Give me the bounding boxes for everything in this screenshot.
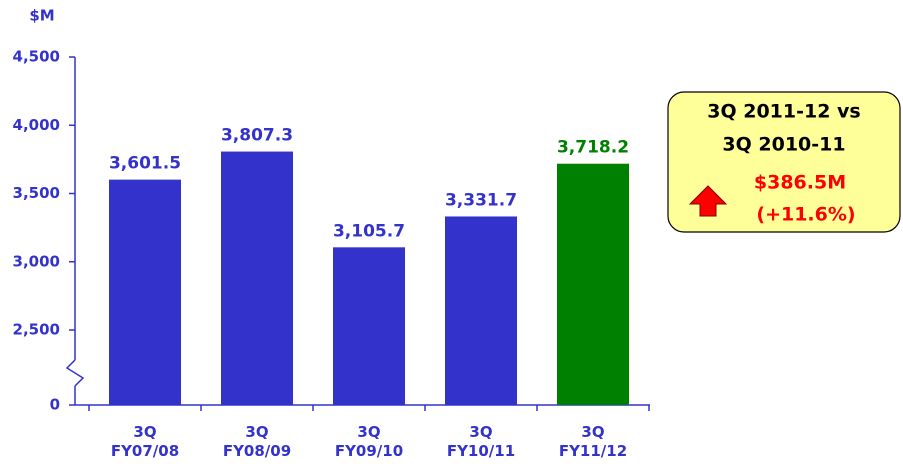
value-label: 3,601.5 [109, 154, 181, 174]
value-label: 3,331.7 [445, 190, 517, 210]
bar [109, 179, 181, 405]
annotation-change: $386.5M [754, 172, 846, 194]
y-tick-label: 3,000 [13, 252, 60, 270]
y-tick-label: 4,000 [13, 116, 60, 134]
annotation-change-pct: (+11.6%) [756, 204, 855, 226]
annotation-line: 3Q 2011-12 vs [707, 101, 861, 123]
y-tick-label: 0 [50, 396, 60, 414]
bar [557, 163, 629, 405]
x-tick-label: 3Q FY08/09 [223, 423, 291, 460]
y-tick-label: 2,500 [13, 321, 60, 339]
x-tick-label: 3Q FY07/08 [111, 423, 179, 460]
y-tick-label: 4,500 [13, 48, 60, 66]
x-tick-label: 3Q FY10/11 [447, 423, 515, 460]
value-label: 3,105.7 [333, 221, 405, 241]
value-label: 3,718.2 [557, 138, 629, 158]
value-label: 3,807.3 [221, 126, 293, 146]
y-tick-label: 3,500 [13, 184, 60, 202]
up-arrow [688, 185, 728, 217]
bar [333, 247, 405, 405]
bar [445, 216, 517, 405]
annotation-line: 3Q 2010-11 [722, 134, 845, 156]
x-tick-label: 3Q FY11/12 [559, 423, 627, 460]
bar [221, 151, 293, 405]
annotation-box [667, 91, 901, 233]
axis-break [65, 359, 85, 387]
y-axis-label: $M [29, 7, 54, 25]
x-tick-label: 3Q FY09/10 [335, 423, 403, 460]
